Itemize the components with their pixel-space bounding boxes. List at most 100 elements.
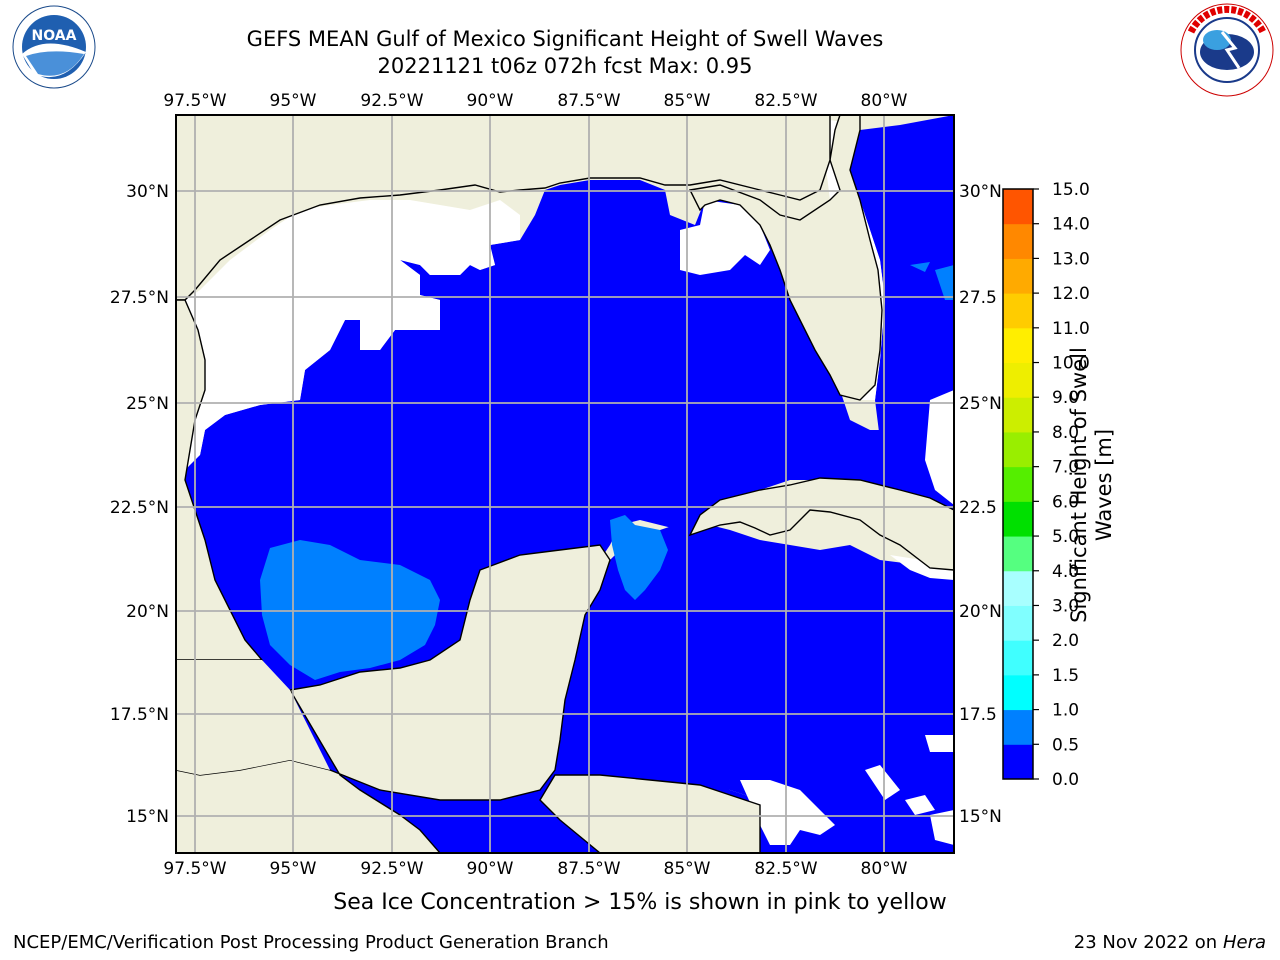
colorbar-tick-label: 7.0	[1052, 458, 1079, 478]
colorbar-ticks: 15.0 14.0 13.0 12.0 11.0 10.0 9.0 8.0 7.0 6.0 5.0 4…	[1033, 180, 1090, 790]
colorbar-tick-label: 1.5	[1052, 666, 1079, 686]
lon-label: 82.5°W	[754, 859, 817, 879]
colorbar-swatch	[1003, 674, 1033, 711]
colorbar-swatch	[1003, 709, 1033, 745]
nodata-patch-se4	[930, 810, 954, 845]
lat-label: 30°N	[126, 182, 169, 202]
colorbar-swatch	[1003, 570, 1033, 606]
colorbar-swatch	[1003, 223, 1033, 259]
swell-0p5-bay-of-campeche	[260, 540, 440, 680]
yucatan-land	[176, 544, 611, 853]
caribbean-water	[550, 520, 954, 853]
lon-label: 90°W	[467, 91, 514, 111]
colorbar-tick-label: 6.0	[1052, 492, 1079, 512]
lon-label: 80°W	[861, 859, 908, 879]
noaa-logo: NOAA	[12, 5, 96, 89]
lat-label: 15°N	[959, 807, 1002, 827]
colorbar-label: Significant Height of Swell Waves [m]	[1067, 347, 1116, 623]
map-frame	[175, 114, 955, 854]
colorbar-tick-label: 12.0	[1052, 284, 1090, 304]
credit-text: NCEP/EMC/Verification Post Processing Pr…	[13, 932, 609, 953]
lon-label: 90°W	[467, 859, 514, 879]
date-text: 23 Nov 2022 on Hera	[1074, 932, 1266, 953]
lat-label: 25°N	[959, 394, 1002, 414]
colorbar-tick-label: 15.0	[1052, 180, 1090, 200]
colorbar-tick-label: 0.5	[1052, 735, 1079, 755]
lon-label: 87.5°W	[557, 91, 620, 111]
colorbar-frame	[1002, 188, 1034, 780]
lat-labels-right: 30°N 27.5 25°N 22.5 20°N 17.5 15°N	[959, 182, 1002, 827]
lon-label: 87.5°W	[557, 859, 620, 879]
colorbar-tick-label: 0.0	[1052, 770, 1079, 790]
colorbar-tick-label: 8.0	[1052, 423, 1079, 443]
colorbar	[1003, 189, 1033, 780]
lat-label: 20°N	[959, 602, 1002, 622]
nodata-patch-se3	[925, 735, 954, 752]
svg-text:NOAA: NOAA	[32, 28, 77, 44]
lat-label: 22.5	[959, 498, 997, 518]
colorbar-tick-label: 3.0	[1052, 596, 1079, 616]
colorbar-swatch	[1003, 362, 1033, 398]
colorbar-tick-label: 1.0	[1052, 701, 1079, 721]
sea-ice-note: Sea Ice Concentration > 15% is shown in …	[333, 890, 947, 915]
machine-name: Hera	[1222, 932, 1266, 953]
lon-labels-bottom: 97.5°W 95°W 92.5°W 90°W 87.5°W 85°W 82.5…	[163, 859, 907, 879]
lon-labels-top: 97.5°W 95°W 92.5°W 90°W 87.5°W 85°W 82.5…	[163, 91, 907, 111]
colorbar-swatch	[1003, 397, 1033, 433]
colorbar-tick-label: 10.0	[1052, 354, 1090, 374]
colorbar-swatch	[1003, 431, 1033, 468]
nodata-patch-se1	[865, 765, 900, 800]
lat-labels-left: 30°N 27.5°N 25°N 22.5°N 20°N 17.5°N 15°N	[110, 182, 169, 827]
cuba-land	[688, 477, 954, 571]
date-value: 23 Nov 2022 on	[1073, 932, 1218, 953]
colorbar-tick-label: 13.0	[1052, 249, 1090, 269]
colorbar-swatch	[1003, 466, 1033, 502]
colorbar-swatch	[1003, 605, 1033, 641]
lon-label: 80°W	[861, 91, 908, 111]
lon-label: 92.5°W	[360, 859, 423, 879]
lat-label: 20°N	[126, 602, 169, 622]
lon-label: 92.5°W	[360, 91, 423, 111]
mexico-interior	[176, 660, 330, 775]
swell-0p5-atlantic-2	[910, 262, 930, 272]
nodata-patch-se2	[905, 795, 935, 815]
colorbar-swatch	[1003, 327, 1033, 364]
colorbar-tick-label: 14.0	[1052, 215, 1090, 235]
honduras-land	[539, 774, 761, 853]
map-title: GEFS MEAN Gulf of Mexico Significant Hei…	[246, 27, 884, 51]
lat-label: 22.5°N	[110, 498, 169, 518]
nodata-east-edge	[925, 390, 954, 505]
us-gulf-coast	[176, 115, 831, 301]
colorbar-swatch	[1003, 501, 1033, 537]
nws-logo	[1180, 3, 1274, 97]
lat-label: 27.5	[959, 288, 997, 308]
lon-label: 85°W	[664, 91, 711, 111]
lat-label: 30°N	[959, 182, 1002, 202]
swell-0p5-yucatan-channel	[610, 515, 668, 600]
colorbar-tick-label: 9.0	[1052, 388, 1079, 408]
colorbar-swatch	[1003, 744, 1033, 780]
mexico-east-coast	[176, 299, 264, 661]
colorbar-swatch	[1003, 293, 1033, 329]
lon-label: 95°W	[270, 859, 317, 879]
lon-label: 95°W	[270, 91, 317, 111]
lon-label: 85°W	[664, 859, 711, 879]
colorbar-swatch	[1003, 189, 1033, 225]
lat-label: 27.5°N	[110, 288, 169, 308]
colorbar-tick-label: 2.0	[1052, 631, 1079, 651]
lon-label: 97.5°W	[163, 91, 226, 111]
map-gridlines	[176, 115, 954, 853]
colorbar-swatch	[1003, 258, 1033, 294]
colorbar-swatch	[1003, 640, 1033, 676]
lat-label: 15°N	[126, 807, 169, 827]
lon-label: 82.5°W	[754, 91, 817, 111]
colorbar-tick-label: 4.0	[1052, 562, 1079, 582]
lat-label: 25°N	[126, 394, 169, 414]
lon-label: 97.5°W	[163, 859, 226, 879]
lat-label: 17.5°N	[110, 705, 169, 725]
nodata-caribbean-south	[740, 780, 835, 845]
swell-0p5-atlantic	[935, 265, 954, 300]
nodata-northeast	[680, 200, 770, 275]
nodata-cuba-south	[890, 555, 954, 580]
